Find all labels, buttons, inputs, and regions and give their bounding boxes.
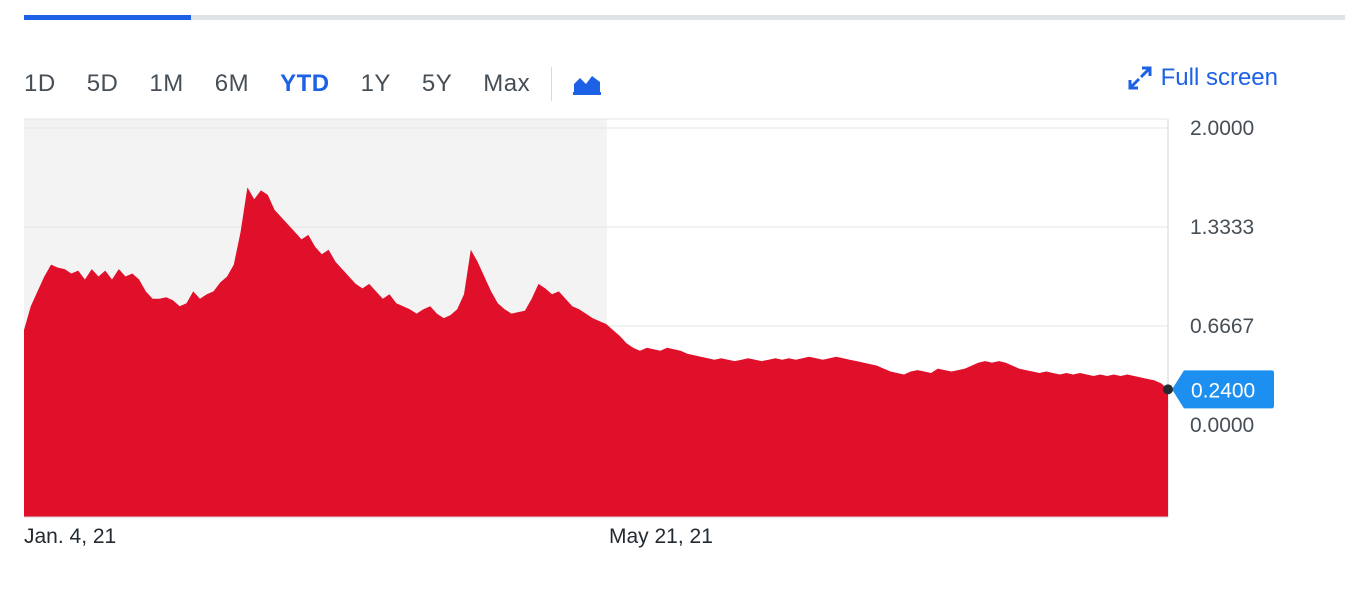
range-tab-6m[interactable]: 6M bbox=[214, 70, 250, 97]
current-price-label: 0.2400 bbox=[1191, 379, 1255, 402]
x-tick-label-may: May 21, 21 bbox=[609, 525, 713, 548]
area-chart-icon[interactable] bbox=[572, 72, 602, 96]
range-tab-5d[interactable]: 5D bbox=[86, 70, 119, 97]
current-price-flag[interactable] bbox=[1172, 370, 1274, 409]
expand-arrows-icon bbox=[1128, 66, 1152, 90]
price-area bbox=[24, 187, 1168, 517]
range-tab-ytd[interactable]: YTD bbox=[280, 70, 330, 97]
range-tab-max[interactable]: Max bbox=[483, 70, 531, 97]
range-tab-5y[interactable]: 5Y bbox=[421, 70, 453, 97]
y-tick-label: 0.0000 bbox=[1190, 414, 1254, 437]
active-tab-indicator bbox=[24, 15, 191, 20]
current-price-dot bbox=[1163, 384, 1173, 395]
y-tick-label: 1.3333 bbox=[1190, 216, 1254, 239]
range-selector: 1D 5D 1M 6M YTD 1Y 5Y Max bbox=[24, 62, 602, 106]
divider bbox=[551, 67, 553, 101]
x-tick-label-start: Jan. 4, 21 bbox=[24, 525, 116, 548]
range-tab-1y[interactable]: 1Y bbox=[360, 70, 391, 97]
y-tick-label: 2.0000 bbox=[1190, 117, 1254, 140]
y-tick-label: 0.6667 bbox=[1190, 315, 1254, 338]
fullscreen-label: Full screen bbox=[1160, 64, 1278, 91]
range-tab-1d[interactable]: 1D bbox=[24, 70, 56, 97]
fullscreen-button[interactable]: Full screen bbox=[1127, 64, 1278, 92]
range-tab-1m[interactable]: 1M bbox=[149, 70, 184, 97]
top-progress-rule bbox=[24, 15, 1345, 20]
